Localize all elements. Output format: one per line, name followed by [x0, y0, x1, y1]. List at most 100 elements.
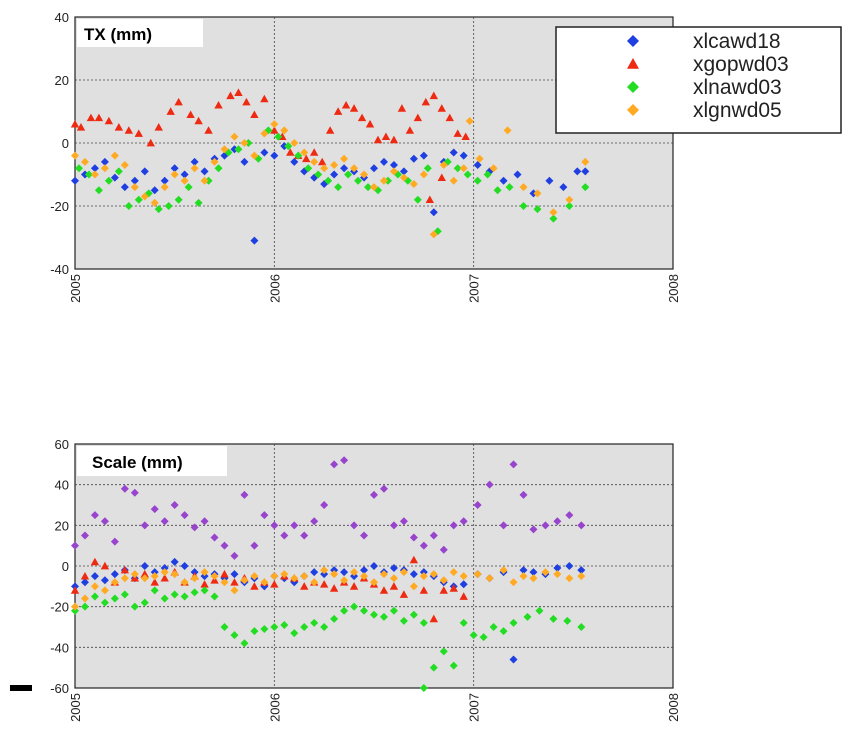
data-point — [230, 578, 239, 586]
data-point — [330, 170, 339, 179]
data-point — [86, 113, 96, 122]
data-point — [140, 521, 149, 530]
data-point — [577, 566, 586, 575]
data-point — [110, 173, 119, 182]
data-point — [360, 566, 369, 575]
data-point — [559, 183, 568, 192]
data-point — [370, 562, 378, 570]
data-point — [100, 576, 109, 585]
data-point — [519, 572, 528, 581]
data-point — [489, 623, 498, 631]
data-point — [340, 568, 349, 577]
data-point — [214, 101, 223, 109]
data-point — [399, 167, 408, 176]
data-point — [104, 176, 113, 185]
data-point — [340, 576, 349, 585]
data-point — [104, 116, 114, 125]
series-0 — [71, 456, 586, 560]
data-point — [130, 183, 139, 192]
data-point — [549, 614, 558, 623]
data-point — [389, 582, 399, 590]
data-point — [240, 490, 249, 499]
data-point — [459, 618, 468, 627]
data-point — [74, 164, 83, 173]
data-point — [379, 484, 388, 493]
data-point — [535, 606, 544, 615]
data-point — [413, 195, 422, 204]
data-point — [399, 173, 408, 182]
data-point — [190, 588, 199, 597]
data-point — [317, 157, 327, 166]
data-point — [260, 625, 269, 634]
data-point — [310, 618, 319, 627]
data-point — [389, 564, 398, 573]
data-point — [425, 195, 435, 204]
data-point — [437, 173, 446, 182]
data-point — [180, 592, 189, 601]
data-point — [140, 574, 149, 583]
data-point — [340, 606, 349, 615]
data-point — [120, 183, 129, 192]
tx-grid — [75, 17, 673, 269]
data-point — [90, 170, 99, 179]
data-point — [499, 566, 508, 575]
data-point — [250, 110, 259, 119]
data-point — [124, 126, 134, 134]
data-point — [94, 113, 104, 122]
data-point — [330, 614, 339, 623]
data-point — [485, 574, 494, 583]
data-point — [120, 484, 129, 493]
series-1 — [70, 88, 470, 204]
data-point — [160, 574, 169, 582]
data-point — [180, 170, 189, 179]
y-tick-label: 40 — [55, 478, 69, 493]
data-point — [429, 614, 438, 623]
data-point — [419, 541, 428, 550]
data-point — [80, 531, 89, 540]
data-point — [533, 189, 542, 198]
data-point — [453, 129, 462, 137]
data-point — [100, 561, 110, 570]
data-point — [120, 161, 129, 170]
data-point — [170, 501, 179, 509]
data-point — [449, 176, 458, 185]
data-point — [330, 460, 339, 469]
data-point — [154, 123, 163, 131]
data-point — [519, 202, 528, 210]
data-point — [439, 647, 448, 656]
data-point — [250, 541, 259, 550]
data-point — [449, 521, 458, 530]
data-point — [166, 107, 175, 115]
data-point — [220, 541, 229, 550]
data-point — [409, 533, 418, 542]
data-point — [80, 571, 90, 580]
data-point — [130, 176, 139, 185]
data-point — [194, 198, 203, 207]
data-point — [519, 566, 528, 575]
y-tick-label: -20 — [50, 600, 69, 615]
data-point — [459, 517, 468, 526]
data-point — [449, 661, 458, 670]
data-point — [479, 633, 488, 642]
y-tick-label: 0 — [62, 136, 69, 151]
data-point — [419, 572, 428, 581]
data-point — [350, 521, 359, 530]
data-point — [445, 113, 454, 122]
data-point — [124, 202, 133, 210]
series-4 — [71, 566, 586, 611]
data-point — [134, 129, 143, 137]
data-point — [553, 517, 562, 526]
data-point — [379, 157, 388, 166]
data-point — [509, 618, 518, 627]
x-tick-label: 2007 — [467, 274, 482, 303]
data-point — [230, 570, 239, 579]
data-point — [210, 592, 219, 601]
data-point — [499, 176, 508, 185]
data-point — [190, 164, 199, 173]
data-point — [90, 164, 99, 173]
data-point — [270, 521, 279, 530]
data-point — [270, 572, 279, 581]
data-point — [319, 580, 329, 588]
